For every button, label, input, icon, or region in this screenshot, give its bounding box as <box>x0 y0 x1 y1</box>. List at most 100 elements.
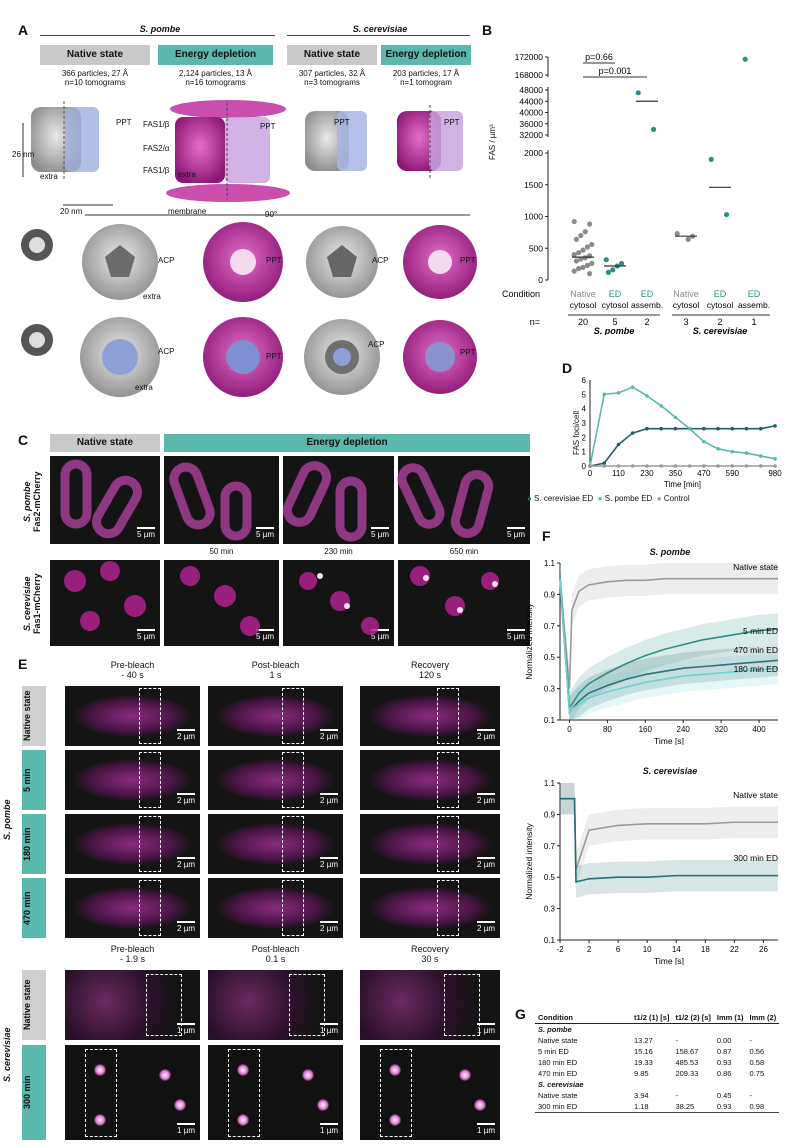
micrograph-e-cerevisiae: 1 µm <box>208 970 343 1040</box>
panel-e2-col2: Post-bleach 0.1 s <box>251 944 300 964</box>
label-acp-1: ACP <box>158 256 175 265</box>
bleach-roi <box>444 974 480 1036</box>
y-tick-label: 3 <box>582 419 587 428</box>
x-tick-label: 2 <box>587 945 592 954</box>
table-row: Native state 13.27-0.00- <box>538 1036 753 1045</box>
n-value: 1 <box>751 317 756 327</box>
y-axis-label: Normalized intensity <box>524 602 534 679</box>
data-point <box>582 255 588 261</box>
bleach-roi <box>282 816 305 872</box>
bleach-roi <box>437 880 459 936</box>
data-point <box>584 244 590 250</box>
g-header-t2: t1/2 (2) [s] <box>675 1013 711 1022</box>
n-label: n= <box>530 317 540 327</box>
series-line <box>560 797 778 883</box>
label-fas2a: FAS2/α <box>143 144 170 153</box>
x-tick-label: -2 <box>556 945 564 954</box>
bleach-roi <box>380 1049 412 1137</box>
panel-a-header-ed-cerevisiae: Energy depletion <box>381 45 471 65</box>
x-tick-label: 160 <box>639 725 653 734</box>
bleach-roi <box>139 752 162 808</box>
condition-l1: Native <box>570 289 596 299</box>
condition-l2: assemb. <box>631 300 663 310</box>
series-label: 180 min ED <box>734 664 778 674</box>
label-ppt-7: PPT <box>266 352 282 361</box>
data-point <box>659 464 663 468</box>
data-point <box>758 454 763 458</box>
condition-l2: cytosol <box>602 300 629 310</box>
y-tick-label: 0.7 <box>544 842 556 851</box>
bleach-roi <box>139 688 162 744</box>
bleach-roi <box>437 688 459 744</box>
pombe-native-slice-view <box>80 317 160 397</box>
data-point <box>708 156 714 162</box>
condition-l1: ED <box>714 289 727 299</box>
data-point <box>584 262 590 268</box>
data-point <box>610 267 616 273</box>
data-point <box>724 211 730 218</box>
condition-l1: Native <box>673 289 699 299</box>
fas-focus <box>174 1099 186 1111</box>
data-point <box>758 426 763 431</box>
y-tick-label: 0 <box>582 462 587 471</box>
bleach-roi <box>85 1049 117 1137</box>
scale-bar: 2 µm <box>477 921 495 933</box>
x-tick-label: 240 <box>677 725 691 734</box>
pombe-ed-slice-view <box>203 317 283 397</box>
data-point <box>616 464 621 468</box>
panel-f-title1: S. pombe <box>649 547 691 557</box>
pombe-native-top-view <box>82 224 158 300</box>
condition-l1: ED <box>748 289 761 299</box>
y-axis-label: Normalized intensity <box>524 822 534 899</box>
panel-c-label: C <box>18 432 29 448</box>
micrograph-e-pombe: 2 µm <box>65 686 200 746</box>
data-point <box>744 426 749 431</box>
y-tick-label: 1000 <box>524 212 543 222</box>
series-label: Native state <box>733 562 778 572</box>
label-acp-4: ACP <box>368 340 385 349</box>
data-point <box>635 90 641 96</box>
micrograph-e-pombe: 2 µm <box>360 750 500 810</box>
scale-bar: 2 µm <box>177 921 195 933</box>
y-tick-label: 1.1 <box>544 779 556 788</box>
bleach-roi <box>437 752 459 808</box>
scale-bar: 1 µm <box>477 1123 495 1135</box>
data-point <box>773 424 777 428</box>
x-tick-label: 320 <box>714 725 728 734</box>
fas-focus <box>237 1114 249 1126</box>
y-tick-label: 0.9 <box>544 590 556 599</box>
x-tick-label: 26 <box>759 945 768 954</box>
data-point <box>730 426 735 431</box>
data-point <box>742 56 748 62</box>
data-point <box>587 221 593 227</box>
data-point <box>573 258 579 264</box>
group-label-2: S. cerevisiae <box>693 326 748 335</box>
n-value: 5 <box>612 317 617 327</box>
x-tick-label: 14 <box>672 945 681 954</box>
g-header-imm2: Imm (2) <box>749 1013 777 1022</box>
panel-a-label: A <box>18 22 29 38</box>
condition-l2: cytosol <box>673 300 700 310</box>
y-tick-label: 2000 <box>524 148 543 158</box>
data-point <box>580 264 586 270</box>
data-point <box>587 271 593 277</box>
data-point <box>578 232 584 239</box>
table-row: 5 min ED 15.16 158.67 0.87 0.56 <box>538 1047 765 1056</box>
data-point <box>687 426 692 431</box>
data-point <box>576 265 582 272</box>
y-tick-label: 168000 <box>515 70 544 80</box>
label-ppt-5: PPT <box>266 256 282 265</box>
y-tick-label: 0.1 <box>544 716 556 725</box>
data-point <box>616 391 621 395</box>
panel-a-structures <box>21 100 477 397</box>
data-point <box>589 241 595 248</box>
x-axis-label: Time [s] <box>654 736 684 745</box>
x-tick-label: 80 <box>603 725 612 734</box>
x-tick-label: 590 <box>726 469 740 478</box>
data-point <box>674 231 680 237</box>
y-tick-label: 0.3 <box>544 905 556 914</box>
label-rotation: 90° <box>265 210 278 219</box>
data-point <box>773 464 777 468</box>
fas-focus <box>237 1064 249 1076</box>
data-point <box>730 449 735 454</box>
